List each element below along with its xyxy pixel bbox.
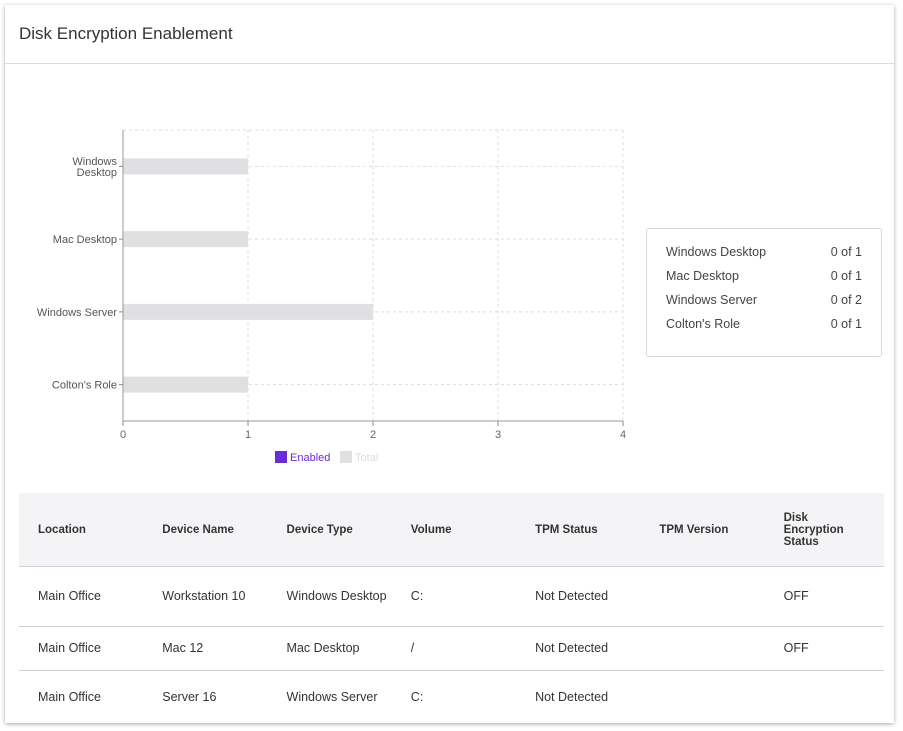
summary-row: Mac Desktop 0 of 1 (647, 269, 881, 293)
legend-label-enabled: Enabled (290, 452, 330, 464)
col-location[interactable]: Location (19, 493, 144, 567)
summary-label: Mac Desktop (666, 269, 739, 283)
summary-value: 0 of 1 (830, 245, 862, 259)
y-tick-label: Colton's Role (52, 380, 117, 392)
table-cell: OFF (764, 566, 884, 627)
x-tick-label: 3 (495, 429, 501, 441)
x-tick-label: 2 (370, 429, 376, 441)
table-cell (640, 626, 765, 671)
table-cell: Mac 12 (143, 626, 268, 671)
total-bar (123, 303, 373, 320)
table-row[interactable]: Main Office Workstation 10 Windows Desktop… (19, 566, 884, 627)
summary-row: Colton's Role 0 of 1 (647, 317, 881, 341)
col-device-type[interactable]: Device Type (267, 493, 392, 567)
table-cell: OFF (764, 626, 884, 671)
summary-row: Windows Server 0 of 2 (647, 293, 881, 317)
table-cell (640, 566, 765, 627)
total-bar (123, 231, 248, 248)
table-cell: / (391, 626, 517, 671)
bar-chart: 0 1 2 3 4 Windows Desktop Mac Desktop Windows Se… (37, 129, 626, 464)
table-cell (764, 670, 884, 723)
table-cell: C: (391, 566, 517, 627)
table-cell: Mac Desktop (267, 626, 392, 671)
table-row[interactable]: Main Office Mac 12 Mac Desktop / Not Detecte… (19, 626, 884, 671)
disk-encryption-card: Disk Encryption Enablement 0 1 2 3 4 Windows D… (5, 5, 894, 723)
table-cell: Windows Server (267, 670, 392, 723)
summary-label: Windows Desktop (666, 245, 767, 259)
table-cell: C: (391, 670, 517, 723)
total-bar (123, 376, 248, 393)
summary-box: Windows Desktop 0 of 1 Mac Desktop 0 of 1 … (646, 228, 882, 357)
col-tpm-version[interactable]: TPM Version (640, 493, 765, 567)
col-device-name[interactable]: Device Name (143, 493, 268, 567)
y-tick-label: Mac Desktop (53, 234, 117, 246)
table-cell: Windows Desktop (267, 566, 392, 627)
summary-label: Colton's Role (666, 317, 740, 331)
legend-label-total: Total (355, 452, 378, 464)
summary-label: Windows Server (666, 293, 757, 307)
table-cell (640, 670, 765, 723)
table-cell: Not Detected (516, 670, 641, 723)
y-tick-label: Windows Server (37, 307, 117, 319)
table-cell: Main Office (19, 626, 144, 671)
x-tick-label: 1 (245, 429, 251, 441)
table-cell: Not Detected (516, 566, 641, 627)
table-cell: Main Office (19, 670, 144, 723)
y-tick-label: Windows Desktop (72, 156, 117, 179)
summary-value: 0 of 1 (830, 269, 862, 283)
col-tpm-status[interactable]: TPM Status (516, 493, 641, 567)
summary-value: 0 of 2 (830, 293, 862, 307)
device-table: Location Device Name Device Type Volume … (19, 493, 884, 723)
table-cell: Server 16 (143, 670, 268, 723)
total-bar (123, 158, 248, 175)
table-cell: Not Detected (516, 626, 641, 671)
card-title: Disk Encryption Enablement (5, 5, 894, 64)
legend-swatch-total (340, 451, 352, 463)
summary-row: Windows Desktop 0 of 1 (647, 245, 881, 269)
x-tick-label: 0 (120, 429, 126, 441)
x-tick-label: 4 (620, 429, 626, 441)
table-row[interactable]: Main Office Server 16 Windows Server C: Not … (19, 670, 884, 723)
table-cell: Main Office (19, 566, 144, 627)
col-disk-encryption-status[interactable]: Disk Encryption Status (764, 493, 884, 567)
legend-swatch-enabled (275, 451, 287, 463)
table-cell: Workstation 10 (143, 566, 268, 627)
summary-value: 0 of 1 (830, 317, 862, 331)
col-volume[interactable]: Volume (391, 493, 517, 567)
